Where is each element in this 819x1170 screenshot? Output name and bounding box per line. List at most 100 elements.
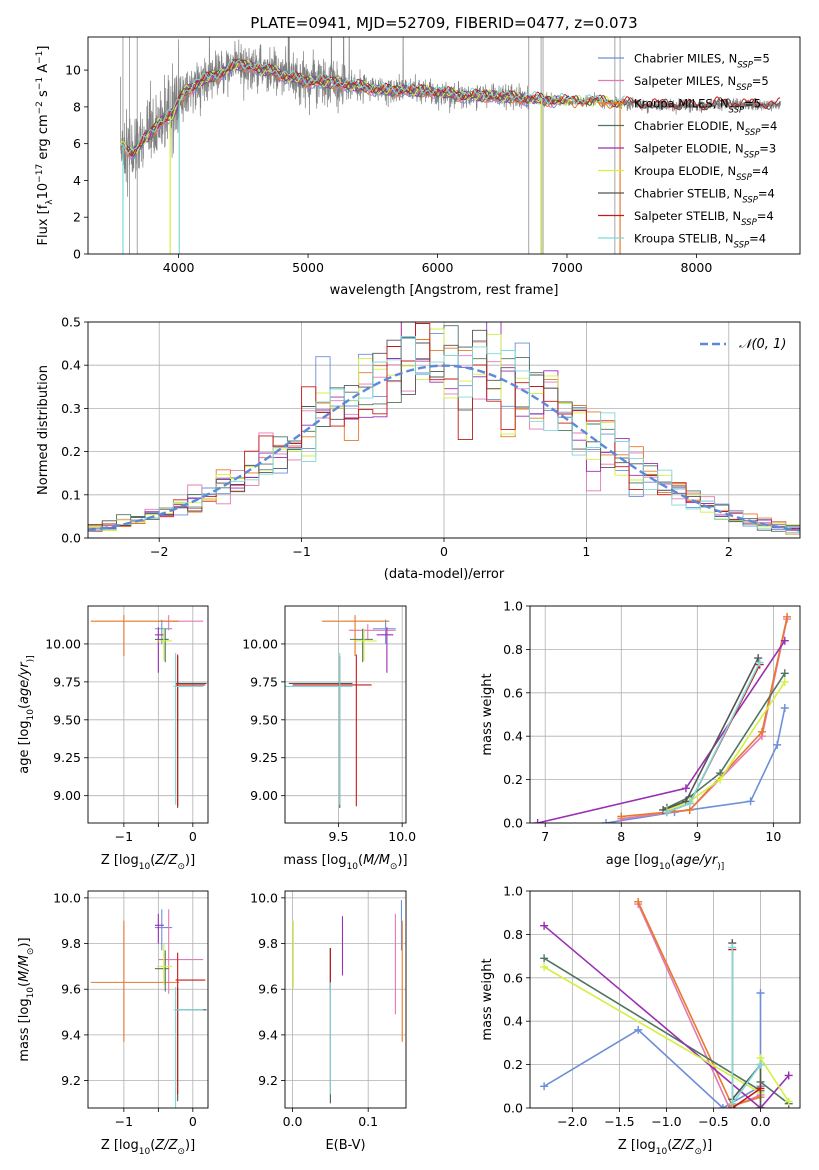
legend-entry: Kroupa MILES, NSSP=5 — [634, 97, 761, 116]
y-tick-label: 0.0 — [503, 1101, 523, 1116]
plus-marker — [754, 654, 763, 663]
errorbar-point — [154, 950, 169, 992]
plus-marker — [540, 962, 549, 971]
y-tick-label: 0.6 — [503, 970, 523, 985]
x-tick-label: 10 — [765, 829, 781, 844]
model-spectrum-line — [126, 58, 781, 157]
mass-vs-EBV-xlabel: E(B-V) — [325, 1138, 365, 1153]
x-tick-label: 7 — [541, 829, 549, 844]
y-tick-label: 10.0 — [53, 890, 81, 905]
y-tick-label: 4 — [73, 173, 81, 188]
x-tick-label: 9.5 — [329, 829, 349, 844]
plus-marker — [784, 1071, 793, 1080]
age-vs-Z-ylabel: age [log10(age/yr)] — [17, 655, 36, 773]
spectrum-legend: Chabrier MILES, NSSP=5 Salpeter MILES, NS… — [598, 52, 777, 251]
errorbar-point — [156, 628, 173, 661]
y-tick-label: 9.8 — [61, 936, 81, 951]
model-spectrum-line — [126, 59, 781, 156]
age-vs-mass-errorbars — [285, 615, 396, 808]
y-tick-label: 9.4 — [61, 1027, 81, 1042]
age-vs-Z-frame — [87, 605, 209, 824]
y-tick-label: 0.4 — [503, 729, 523, 744]
errorbar-point — [321, 615, 390, 657]
plus-marker — [780, 703, 789, 712]
mass-vs-EBV-errorbars — [292, 900, 403, 1104]
mass-vs-Z-ylabel: mass [log10(M/M⊙)] — [17, 937, 36, 1061]
plus-marker — [756, 988, 765, 997]
massweight-vs-age-frame — [529, 605, 801, 824]
plus-marker — [773, 740, 782, 749]
y-tick-label: 0 — [73, 247, 81, 262]
y-tick-label: 9.00 — [53, 788, 81, 803]
y-tick-label: 9.50 — [250, 712, 278, 727]
plus-marker — [602, 819, 611, 823]
errorbar-point — [292, 654, 372, 807]
mass-weight-line — [605, 707, 786, 823]
massweight-vs-age-axes: 7 8 9 10 0.0 0.2 0.4 0.6 0.8 1.0 — [503, 599, 800, 844]
plus-marker — [533, 819, 542, 823]
massweight-vs-age-xlabel: age [log10(age/yr)] — [606, 853, 724, 872]
model-spectrum-line — [120, 59, 626, 154]
x-tick-label: 5000 — [292, 260, 324, 275]
age-vs-Z-errorbars — [90, 615, 207, 808]
plus-marker — [634, 897, 643, 906]
age-vs-mass-frame — [284, 605, 407, 824]
y-tick-label: 0.3 — [61, 401, 81, 416]
errorbar-point — [90, 920, 180, 1042]
x-tick-label: 0.0 — [283, 1114, 303, 1129]
histograms — [88, 322, 800, 535]
massweight-vs-Z-series — [540, 897, 793, 1108]
age-vs-mass-axes: 9.5 10.0 9.00 9.25 9.50 9.75 10.00 — [242, 606, 416, 844]
mass-weight-line — [637, 901, 761, 1107]
y-tick-label: 9.75 — [53, 674, 81, 689]
plus-marker — [780, 677, 789, 686]
residuals-frame — [87, 321, 801, 539]
legend-entry: Chabrier STELIB, NSSP=4 — [634, 187, 775, 206]
y-tick-label: 9.25 — [250, 750, 278, 765]
x-tick-label: 10.0 — [388, 829, 416, 844]
errorbar-point — [175, 952, 206, 1095]
age-vs-mass-xlabel: mass [log10(M/M⊙)] — [283, 853, 407, 872]
x-tick-label: 4000 — [163, 260, 195, 275]
errorbar-point — [173, 653, 204, 805]
x-tick-label: 0.0 — [751, 1114, 771, 1129]
y-tick-label: 9.2 — [258, 1073, 278, 1088]
plus-marker — [780, 636, 789, 645]
x-tick-label: 8000 — [681, 260, 713, 275]
massweight-vs-age-ylabel: mass weight — [480, 673, 495, 755]
x-tick-label: −1 — [115, 829, 133, 844]
mass-weight-line — [666, 681, 786, 811]
plus-marker — [540, 921, 549, 930]
x-tick-label: 7000 — [551, 260, 583, 275]
x-tick-label: −2.0 — [557, 1114, 587, 1129]
y-tick-label: 0.4 — [503, 1014, 523, 1029]
spectrum-frame — [87, 36, 801, 255]
errorbar-point — [288, 656, 353, 808]
plus-marker — [634, 1025, 643, 1034]
massweight-vs-Z-xlabel: Z [log10(Z/Z⊙)] — [618, 1138, 712, 1157]
errorbar-point — [154, 627, 164, 673]
y-tick-label: 9.4 — [258, 1027, 278, 1042]
x-tick-label: 0 — [440, 544, 448, 559]
x-tick-label: −0.5 — [698, 1114, 728, 1129]
x-tick-label: 9 — [693, 829, 701, 844]
mass-vs-EBV-frame — [284, 890, 407, 1109]
y-tick-label: 0.6 — [503, 685, 523, 700]
x-tick-label: −1 — [115, 1114, 133, 1129]
x-tick-label: 0.1 — [358, 1114, 378, 1129]
plus-marker — [728, 943, 737, 952]
massweight-vs-age-series — [533, 612, 792, 823]
errorbar-point — [175, 986, 207, 1102]
errorbar-point — [154, 913, 164, 944]
x-tick-label: −1.0 — [651, 1114, 681, 1129]
x-tick-label: 8 — [617, 829, 625, 844]
x-tick-label: −2 — [150, 544, 168, 559]
residuals-axes: −2 −1 0 1 2 0.0 0.1 0.2 0.3 0.4 0.5 — [61, 315, 800, 559]
errorbar-point — [173, 986, 204, 1108]
x-tick-label: 0 — [189, 1114, 197, 1129]
plus-marker — [756, 1084, 765, 1093]
x-tick-label: 0 — [189, 829, 197, 844]
y-tick-label: 0.8 — [503, 642, 523, 657]
errorbar-point — [285, 653, 353, 805]
